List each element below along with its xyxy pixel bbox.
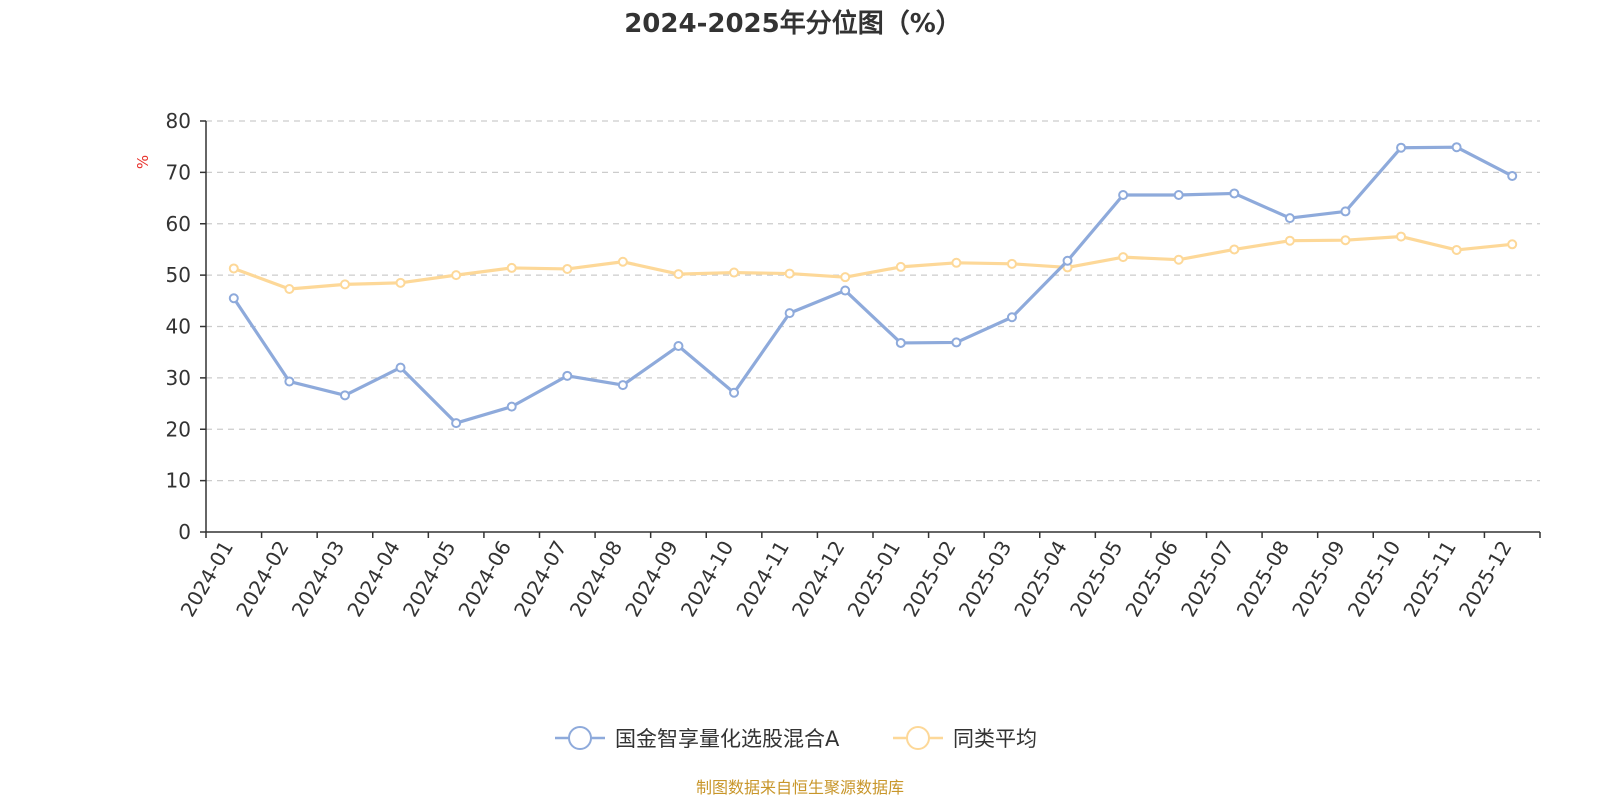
data-point[interactable] [1507, 170, 1518, 181]
x-tick-label: 2025-01 [843, 537, 906, 621]
data-point[interactable] [1173, 189, 1184, 200]
data-point[interactable] [1006, 312, 1017, 323]
x-tick-label: 2025-09 [1287, 537, 1350, 621]
data-point[interactable] [1006, 258, 1017, 269]
legend-label: 同类平均 [953, 727, 1037, 751]
data-point[interactable] [784, 268, 795, 279]
data-point[interactable] [617, 380, 628, 391]
x-tick-label: 2024-08 [565, 537, 628, 621]
data-point[interactable] [1284, 213, 1295, 224]
x-tick-label: 2025-07 [1176, 537, 1239, 621]
data-point[interactable] [1451, 244, 1462, 255]
data-point[interactable] [617, 256, 628, 267]
series-2 [228, 231, 1518, 294]
data-point[interactable] [1396, 142, 1407, 153]
data-point[interactable] [562, 370, 573, 381]
x-tick-label: 2025-12 [1454, 537, 1517, 621]
x-tick-label: 2024-07 [509, 537, 572, 621]
x-tick-label: 2024-06 [453, 537, 516, 621]
legend-item-2[interactable]: 同类平均 [893, 726, 1037, 751]
x-tick-label: 2024-02 [231, 537, 294, 621]
data-point[interactable] [1062, 255, 1073, 266]
x-tick-label: 2025-10 [1343, 537, 1406, 621]
legend-label: 国金智享量化选股混合A [615, 727, 840, 751]
x-tick-label: 2024-10 [676, 537, 739, 621]
data-point[interactable] [1340, 235, 1351, 246]
data-point[interactable] [1451, 142, 1462, 153]
series-line [232, 145, 1513, 425]
data-point[interactable] [673, 269, 684, 280]
data-point[interactable] [284, 376, 295, 387]
legend-item-1[interactable]: 国金智享量化选股混合A [555, 726, 840, 751]
data-point[interactable] [951, 257, 962, 268]
y-tick-label: 20 [166, 417, 191, 441]
legend-marker-symbol [906, 726, 930, 750]
data-point[interactable] [840, 272, 851, 283]
x-tick-label: 2024-04 [342, 537, 405, 621]
data-point[interactable] [395, 362, 406, 373]
data-point[interactable] [1507, 239, 1518, 250]
data-point[interactable] [339, 390, 350, 401]
x-tick-label: 2024-03 [287, 537, 350, 621]
x-tick-label: 2025-05 [1065, 537, 1128, 621]
series-lines [228, 142, 1518, 429]
data-point[interactable] [395, 277, 406, 288]
y-tick-label: 80 [166, 109, 191, 133]
data-point[interactable] [562, 263, 573, 274]
x-tick-label: 2025-06 [1120, 537, 1183, 621]
data-point[interactable] [228, 293, 239, 304]
data-point[interactable] [339, 279, 350, 290]
legend: 国金智享量化选股混合A 同类平均 [555, 726, 1037, 751]
data-point[interactable] [1229, 244, 1240, 255]
y-tick-label: 60 [166, 212, 191, 236]
x-tick-label: 2025-03 [954, 536, 1017, 620]
series-line [233, 234, 1513, 291]
data-point[interactable] [228, 263, 239, 274]
axes: 010203040506070802024-012024-022024-0320… [166, 109, 1541, 621]
data-point[interactable] [729, 387, 740, 398]
y-tick-label: 10 [166, 469, 191, 493]
x-tick-label: 2024-11 [731, 537, 794, 621]
data-point[interactable] [1396, 231, 1407, 242]
y-tick-label: 70 [166, 160, 191, 184]
y-axis-unit-label: % [134, 155, 152, 169]
data-point[interactable] [729, 267, 740, 278]
data-point[interactable] [1118, 189, 1129, 200]
legend-marker-symbol [568, 726, 592, 750]
x-tick-label: 2025-08 [1232, 537, 1295, 621]
data-point[interactable] [895, 337, 906, 348]
x-tick-label: 2025-02 [898, 537, 961, 621]
data-point[interactable] [1173, 254, 1184, 265]
data-point[interactable] [451, 270, 462, 281]
y-tick-label: 40 [166, 315, 191, 339]
data-point[interactable] [506, 401, 517, 412]
x-tick-label: 2024-01 [176, 537, 239, 621]
x-tick-label: 2025-04 [1009, 537, 1072, 621]
data-point[interactable] [895, 261, 906, 272]
data-point[interactable] [1118, 252, 1129, 263]
data-point[interactable] [506, 262, 517, 273]
x-tick-label: 2024-12 [787, 537, 850, 621]
x-tick-label: 2025-11 [1398, 537, 1461, 621]
data-point[interactable] [1340, 206, 1351, 217]
x-tick-label: 2024-09 [620, 537, 683, 621]
data-point[interactable] [951, 337, 962, 348]
series-1 [228, 142, 1518, 429]
y-tick-label: 0 [178, 520, 191, 544]
data-point[interactable] [451, 418, 462, 429]
grid-lines [206, 120, 1540, 482]
data-point[interactable] [840, 285, 851, 296]
data-point[interactable] [673, 341, 684, 352]
data-source-note: 制图数据来自恒生聚源数据库 [696, 778, 904, 797]
data-point[interactable] [1284, 235, 1295, 246]
chart-title: 2024-2025年分位图（%） [624, 8, 962, 39]
data-point[interactable] [784, 308, 795, 319]
y-tick-label: 30 [166, 366, 191, 390]
data-point[interactable] [284, 283, 295, 294]
x-tick-label: 2024-05 [398, 537, 461, 621]
y-tick-label: 50 [166, 263, 191, 287]
data-point[interactable] [1229, 188, 1240, 199]
